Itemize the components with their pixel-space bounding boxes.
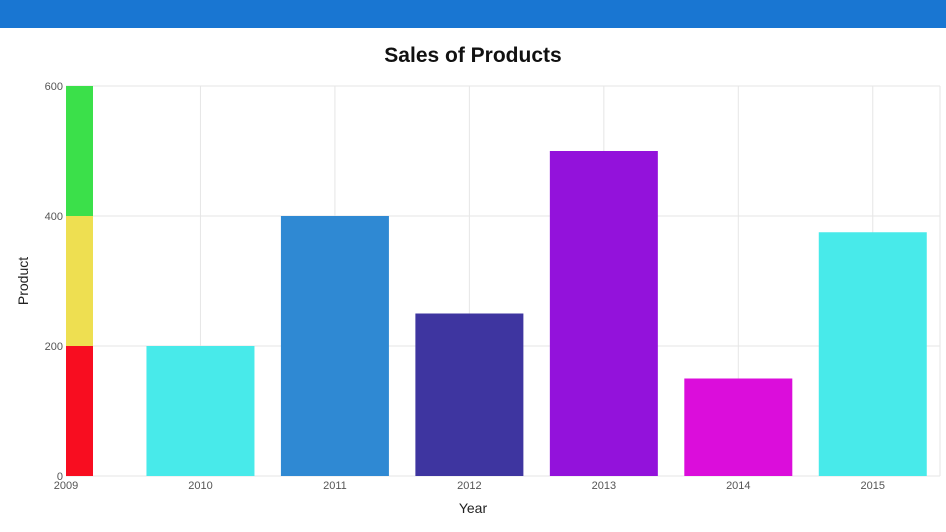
x-tick-label: 2010 bbox=[188, 480, 212, 492]
bar bbox=[280, 216, 389, 476]
x-tick-label: 2011 bbox=[323, 480, 347, 492]
x-tick-label: 2015 bbox=[861, 480, 885, 492]
y-tick-label: 0 bbox=[57, 471, 63, 483]
bar bbox=[818, 232, 927, 476]
bar bbox=[415, 313, 524, 476]
chart-title: Sales of Products bbox=[384, 44, 562, 67]
y-tick-label: 400 bbox=[45, 211, 63, 223]
y-tick-label: 600 bbox=[45, 81, 63, 93]
app-header-bar bbox=[0, 0, 946, 28]
bar bbox=[684, 378, 793, 476]
range-band-segment bbox=[66, 86, 93, 216]
range-band-segment bbox=[66, 216, 93, 346]
x-tick-label: 2014 bbox=[726, 480, 750, 492]
bar bbox=[146, 346, 255, 476]
y-axis-label: Product bbox=[15, 256, 31, 306]
range-band-segment bbox=[66, 346, 93, 476]
x-axis-label: Year bbox=[458, 500, 488, 516]
x-tick-label: 2009 bbox=[54, 480, 78, 492]
y-tick-label: 200 bbox=[45, 341, 63, 353]
x-tick-label: 2013 bbox=[592, 480, 616, 492]
bar bbox=[549, 151, 658, 476]
x-tick-label: 2012 bbox=[457, 480, 481, 492]
